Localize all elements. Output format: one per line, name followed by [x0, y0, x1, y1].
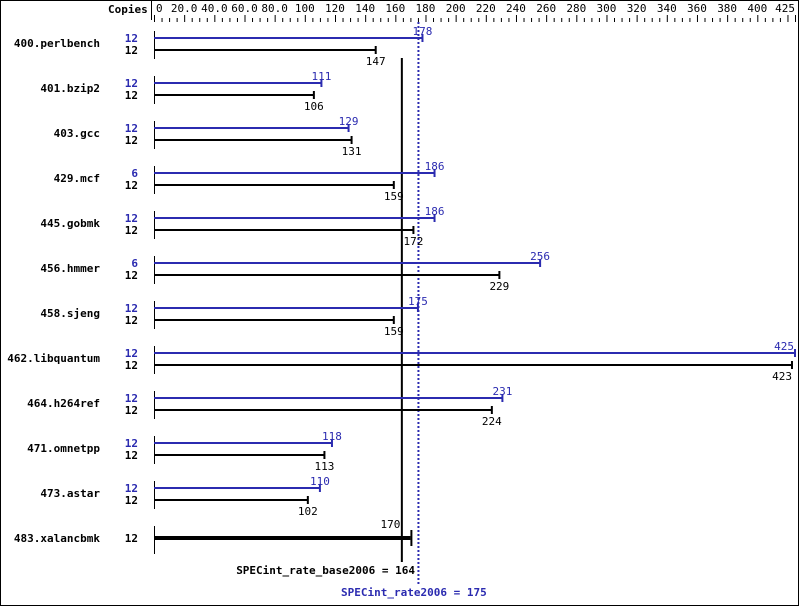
tick-label: 200 — [446, 2, 466, 15]
peak-value: 231 — [492, 385, 512, 398]
benchmark-label: 458.sjeng — [40, 307, 100, 320]
base-value: 172 — [403, 235, 423, 248]
peak-value: 175 — [408, 295, 428, 308]
peak-value: 178 — [413, 25, 433, 38]
tick-label: 240 — [506, 2, 526, 15]
peak-value: 110 — [310, 475, 330, 488]
tick-label: 425 — [775, 2, 795, 15]
tick-label: 80.0 — [261, 2, 288, 15]
base-value: 170 — [380, 518, 400, 531]
benchmark-label: 445.gobmk — [40, 217, 100, 230]
peak-copies: 6 — [131, 167, 138, 180]
tick-label: 400 — [747, 2, 767, 15]
base-copies: 12 — [125, 89, 138, 102]
benchmark-label: 429.mcf — [54, 172, 100, 185]
base-mean-label: SPECint_rate_base2006 = 164 — [236, 564, 415, 577]
base-copies: 12 — [125, 404, 138, 417]
tick-label: 260 — [536, 2, 556, 15]
base-copies: 12 — [125, 224, 138, 237]
tick-label: 180 — [416, 2, 436, 15]
base-value: 224 — [482, 415, 502, 428]
base-copies: 12 — [125, 449, 138, 462]
peak-copies: 6 — [131, 257, 138, 270]
tick-label: 140 — [355, 2, 375, 15]
base-copies: 12 — [125, 44, 138, 57]
benchmark-label: 473.astar — [40, 487, 100, 500]
tick-label: 280 — [566, 2, 586, 15]
base-value: 147 — [366, 55, 386, 68]
base-value: 229 — [489, 280, 509, 293]
peak-copies: 12 — [125, 77, 138, 90]
peak-value: 118 — [322, 430, 342, 443]
peak-value: 111 — [311, 70, 331, 83]
base-value: 159 — [384, 325, 404, 338]
tick-label: 360 — [687, 2, 707, 15]
tick-label: 160 — [385, 2, 405, 15]
base-value: 106 — [304, 100, 324, 113]
peak-copies: 12 — [125, 437, 138, 450]
tick-label: 60.0 — [231, 2, 258, 15]
peak-mean-label: SPECint_rate2006 = 175 — [341, 586, 487, 599]
peak-value: 186 — [425, 160, 445, 173]
tick-label: 20.0 — [171, 2, 198, 15]
peak-copies: 12 — [125, 392, 138, 405]
peak-copies: 12 — [125, 212, 138, 225]
benchmark-label: 456.hmmer — [40, 262, 100, 275]
peak-value: 186 — [425, 205, 445, 218]
peak-value: 129 — [339, 115, 359, 128]
tick-label: 380 — [717, 2, 737, 15]
tick-label: 300 — [597, 2, 617, 15]
benchmark-label: 464.h264ref — [27, 397, 100, 410]
tick-label: 220 — [476, 2, 496, 15]
tick-label: 340 — [657, 2, 677, 15]
tick-label: 120 — [325, 2, 345, 15]
benchmark-label: 400.perlbench — [14, 37, 100, 50]
benchmark-label: 471.omnetpp — [27, 442, 100, 455]
peak-copies: 12 — [125, 302, 138, 315]
base-copies: 12 — [125, 134, 138, 147]
base-value: 159 — [384, 190, 404, 203]
peak-copies: 12 — [125, 32, 138, 45]
copies-header: Copies — [108, 3, 148, 16]
base-copies: 12 — [125, 179, 138, 192]
peak-value: 256 — [530, 250, 550, 263]
benchmark-label: 403.gcc — [54, 127, 100, 140]
base-copies: 12 — [125, 314, 138, 327]
benchmark-label: 462.libquantum — [7, 352, 100, 365]
benchmark-label: 483.xalancbmk — [14, 532, 100, 545]
tick-label: 40.0 — [201, 2, 228, 15]
base-copies: 12 — [125, 269, 138, 282]
tick-label: 320 — [627, 2, 647, 15]
tick-label: 100 — [295, 2, 315, 15]
peak-value: 425 — [774, 340, 794, 353]
base-copies: 12 — [125, 532, 138, 545]
tick-label: 0 — [156, 2, 163, 15]
peak-copies: 12 — [125, 482, 138, 495]
base-copies: 12 — [125, 359, 138, 372]
base-value: 113 — [314, 460, 334, 473]
peak-copies: 12 — [125, 347, 138, 360]
base-value: 423 — [772, 370, 792, 383]
benchmark-label: 401.bzip2 — [40, 82, 100, 95]
base-value: 131 — [342, 145, 362, 158]
base-value: 102 — [298, 505, 318, 518]
base-copies: 12 — [125, 494, 138, 507]
peak-copies: 12 — [125, 122, 138, 135]
